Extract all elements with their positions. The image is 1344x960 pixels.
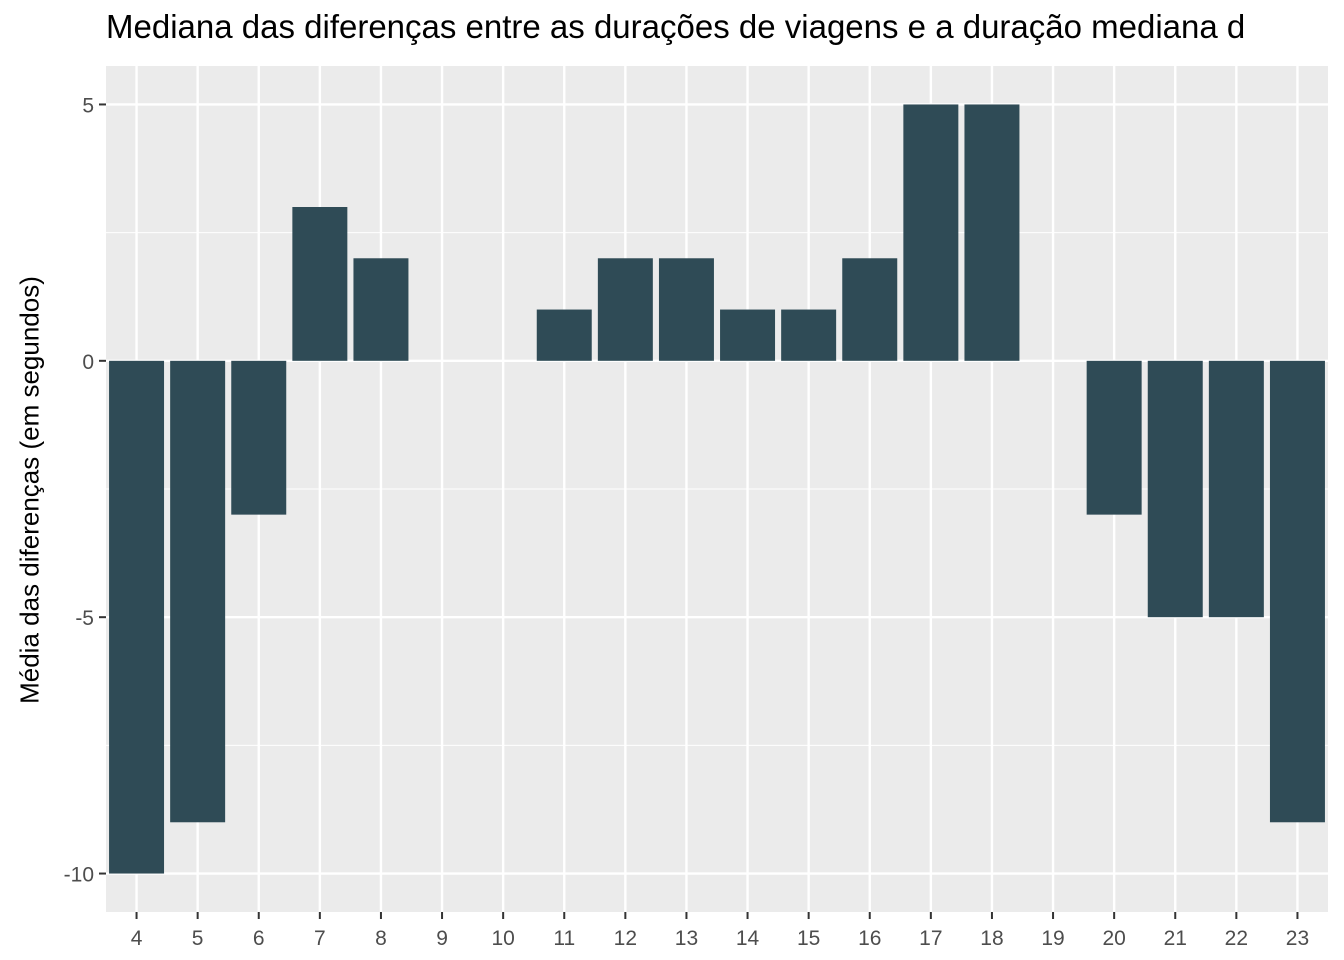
x-tick-label: 20	[1102, 927, 1125, 950]
bar-16	[842, 258, 898, 361]
x-tick-label: 8	[375, 927, 387, 950]
x-tick-label: 5	[192, 927, 204, 950]
x-tick-label: 16	[858, 927, 881, 950]
bar-20	[1086, 360, 1142, 515]
x-tick-label: 13	[675, 927, 698, 950]
x-tick-label: 17	[919, 927, 942, 950]
bar-7	[292, 207, 348, 361]
x-tick-label: 9	[436, 927, 448, 950]
bar-23	[1269, 360, 1325, 823]
x-tick-label: 22	[1225, 927, 1248, 950]
bar-15	[781, 309, 837, 361]
bar-13	[658, 258, 714, 361]
x-tick-label: 21	[1164, 927, 1187, 950]
x-tick-label: 6	[253, 927, 265, 950]
bar-14	[720, 309, 776, 361]
x-tick-label: 7	[314, 927, 326, 950]
x-tick-label: 12	[614, 927, 637, 950]
bar-11	[536, 309, 592, 361]
y-tick-label: 0	[82, 351, 94, 374]
x-tick-label: 11	[553, 927, 575, 950]
y-tick-label: -5	[75, 607, 94, 630]
y-tick-label: 5	[82, 94, 94, 117]
bar-4	[109, 360, 165, 874]
x-tick-label: 4	[131, 927, 143, 950]
y-tick-label: -10	[64, 864, 94, 887]
x-tick-label: 23	[1286, 927, 1309, 950]
bar-21	[1147, 360, 1203, 618]
x-tick-label: 15	[797, 927, 820, 950]
bar-18	[964, 104, 1020, 361]
x-tick-label: 10	[491, 927, 514, 950]
bar-17	[903, 104, 959, 361]
bar-22	[1208, 360, 1264, 618]
chart-title: Mediana das diferenças entre as durações…	[106, 8, 1246, 45]
x-tick-label: 14	[736, 927, 760, 950]
x-tick-label: 18	[980, 927, 1003, 950]
bar-8	[353, 258, 409, 361]
x-tick-label: 19	[1041, 927, 1064, 950]
bar-5	[170, 360, 226, 823]
bar-6	[231, 360, 287, 515]
bar-12	[597, 258, 653, 361]
